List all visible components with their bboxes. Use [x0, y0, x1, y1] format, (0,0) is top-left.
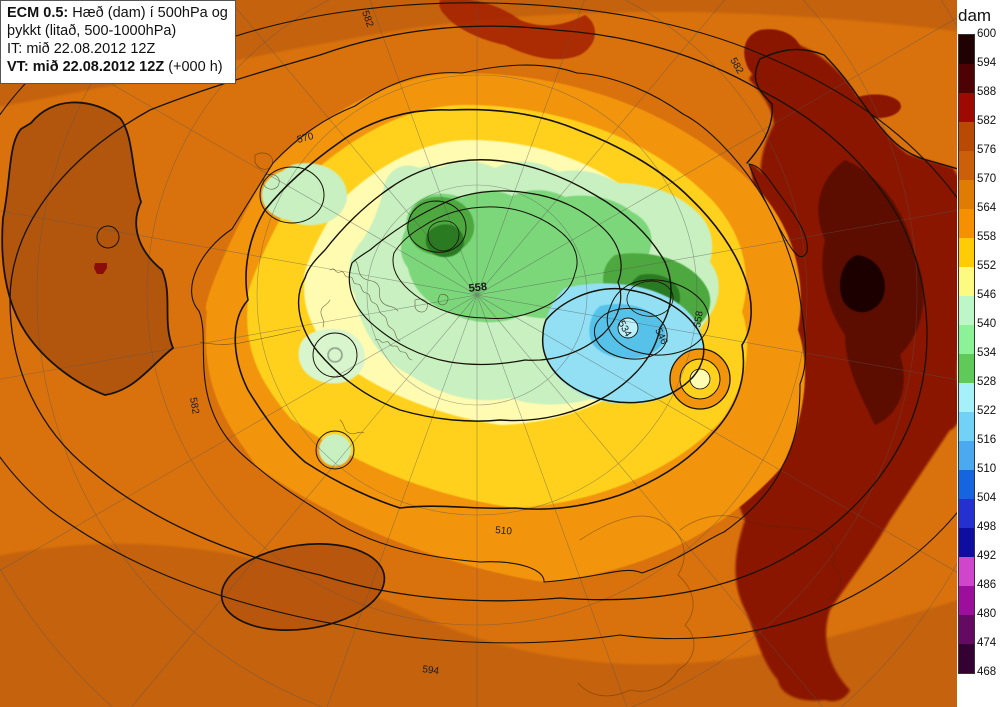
svg-text:510: 510 [495, 525, 513, 537]
svg-text:558: 558 [468, 281, 488, 295]
